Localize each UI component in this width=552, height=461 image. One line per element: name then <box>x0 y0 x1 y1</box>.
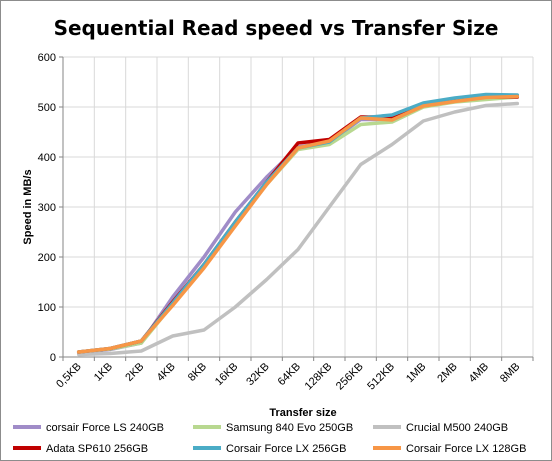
series-lines <box>76 92 520 357</box>
legend-label: Crucial M500 240GB <box>406 422 508 434</box>
y-tick-label: 500 <box>38 102 56 114</box>
y-tick-label: 0 <box>50 352 56 364</box>
y-tick-label: 300 <box>38 202 56 214</box>
x-tick-label: 0,5KB <box>54 361 84 391</box>
x-axis-label: Transfer size <box>269 407 336 419</box>
x-tick-label: 1MB <box>404 361 428 385</box>
series-line <box>76 92 520 354</box>
legend-label: Corsair Force LX 256GB <box>226 443 346 455</box>
x-tick-labels: 0,5KB 1KB 2KB 4KB 8KB 16KB 32KB 64KB 128KB 256KB 5… <box>54 361 522 393</box>
y-tick-label: 600 <box>38 52 56 64</box>
x-tick-label: 16KB <box>213 361 241 389</box>
x-tick-label: 8MB <box>498 361 522 385</box>
series-line <box>76 101 520 357</box>
x-tick-label: 128KB <box>303 361 335 393</box>
y-tick-label: 200 <box>38 252 56 264</box>
series-line <box>76 95 520 354</box>
axes <box>59 56 534 361</box>
series-line <box>76 95 520 355</box>
series-line <box>76 95 520 354</box>
x-tick-label: 64KB <box>276 361 304 389</box>
legend-label: Adata SP610 256GB <box>46 443 148 455</box>
x-tick-label: 1KB <box>92 361 115 384</box>
x-tick-label: 256KB <box>334 361 366 393</box>
legend-label: corsair Force LS 240GB <box>46 422 164 434</box>
legend: corsair Force LS 240GB Samsung 840 Evo 25… <box>13 422 526 455</box>
x-tick-label: 2KB <box>123 361 146 384</box>
y-tick-label: 100 <box>38 302 56 314</box>
x-tick-label: 4MB <box>467 361 491 385</box>
chart-title: Sequential Read speed vs Transfer Size <box>54 16 499 40</box>
x-tick-label: 32KB <box>244 361 272 389</box>
x-tick-label: 2MB <box>435 361 459 385</box>
y-tick-label: 400 <box>38 152 56 164</box>
series-line <box>76 94 520 354</box>
x-tick-label: 4KB <box>155 361 178 384</box>
legend-label: Corsair Force LX 128GB <box>406 443 526 455</box>
y-tick-labels: 0 100 200 300 400 500 600 <box>38 52 56 364</box>
x-tick-label: 8KB <box>186 361 209 384</box>
gridlines <box>63 56 534 357</box>
y-axis-label: Speed in MB/s <box>22 169 34 244</box>
x-tick-label: 512KB <box>365 361 397 393</box>
legend-label: Samsung 840 Evo 250GB <box>226 422 353 434</box>
